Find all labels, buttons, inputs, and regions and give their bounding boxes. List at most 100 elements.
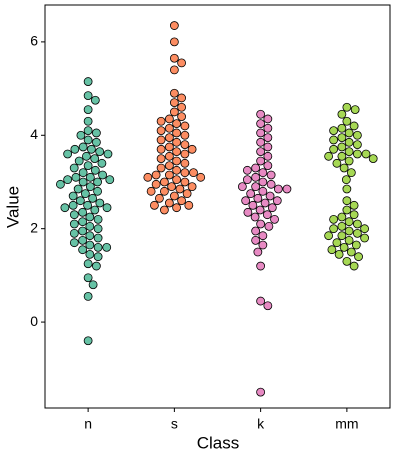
point	[344, 235, 354, 245]
point	[256, 296, 266, 306]
point	[248, 200, 258, 210]
point	[93, 224, 103, 234]
y-axis-title: Value	[3, 186, 22, 228]
point	[164, 123, 174, 133]
point	[85, 240, 95, 250]
point	[71, 172, 81, 182]
point	[78, 177, 88, 187]
point	[74, 156, 84, 166]
point	[346, 247, 356, 257]
y-tick-label: 6	[30, 33, 38, 49]
point	[242, 165, 252, 175]
point	[90, 205, 100, 215]
point	[83, 200, 92, 210]
point	[337, 221, 347, 231]
point	[253, 247, 263, 257]
point	[344, 156, 354, 166]
point	[80, 189, 90, 199]
point	[83, 105, 93, 115]
point	[334, 249, 344, 259]
point	[180, 168, 190, 178]
point	[172, 119, 182, 129]
point	[256, 387, 266, 397]
point	[164, 133, 174, 143]
point	[180, 130, 190, 140]
point	[69, 163, 79, 173]
point	[169, 21, 179, 30]
point	[68, 200, 78, 210]
point	[251, 226, 261, 236]
point	[83, 259, 93, 269]
point	[267, 203, 277, 213]
point	[151, 179, 161, 189]
point	[78, 245, 88, 255]
point	[337, 123, 347, 133]
x-tick-label: n	[84, 416, 92, 432]
point	[93, 186, 102, 196]
point	[368, 154, 378, 164]
point	[282, 184, 292, 194]
point	[177, 102, 186, 112]
point	[184, 200, 194, 210]
point	[169, 65, 179, 75]
point	[263, 133, 273, 143]
point	[172, 203, 182, 213]
point	[255, 205, 265, 215]
point	[60, 203, 70, 213]
point	[92, 128, 101, 138]
point	[342, 102, 352, 112]
point	[258, 240, 268, 250]
point	[172, 147, 182, 157]
point	[177, 112, 186, 122]
point	[242, 175, 252, 185]
point	[93, 177, 102, 187]
point	[344, 137, 354, 147]
point	[83, 91, 93, 100]
point	[361, 149, 371, 159]
point	[78, 142, 88, 152]
point	[337, 133, 347, 143]
point	[156, 144, 166, 154]
point	[92, 261, 101, 271]
x-tick-label: mm	[335, 416, 358, 432]
point	[342, 196, 352, 206]
point	[156, 154, 166, 164]
point	[256, 261, 266, 271]
point	[243, 207, 253, 217]
point	[251, 172, 261, 182]
point	[69, 238, 79, 248]
point	[180, 140, 190, 150]
point	[332, 238, 342, 248]
point	[344, 226, 354, 236]
point	[256, 137, 266, 147]
point	[251, 182, 261, 192]
point	[258, 168, 268, 178]
point	[263, 301, 273, 311]
point	[95, 147, 105, 157]
point	[169, 53, 179, 63]
point	[164, 142, 174, 152]
point	[172, 137, 182, 147]
point	[256, 219, 266, 229]
point	[92, 137, 101, 147]
point	[263, 151, 273, 161]
point	[258, 186, 268, 196]
point	[97, 158, 107, 168]
point	[102, 242, 112, 252]
point	[337, 142, 347, 152]
point	[73, 184, 83, 194]
point	[258, 177, 268, 187]
point	[87, 144, 96, 154]
point	[103, 149, 113, 159]
point	[196, 172, 206, 182]
point	[251, 235, 261, 245]
point	[180, 158, 190, 168]
x-tick-label: k	[257, 416, 265, 432]
point	[324, 151, 334, 161]
point	[75, 196, 85, 206]
point	[63, 149, 73, 159]
point	[69, 210, 79, 220]
point	[90, 165, 100, 175]
point	[180, 149, 190, 159]
point	[360, 233, 370, 243]
